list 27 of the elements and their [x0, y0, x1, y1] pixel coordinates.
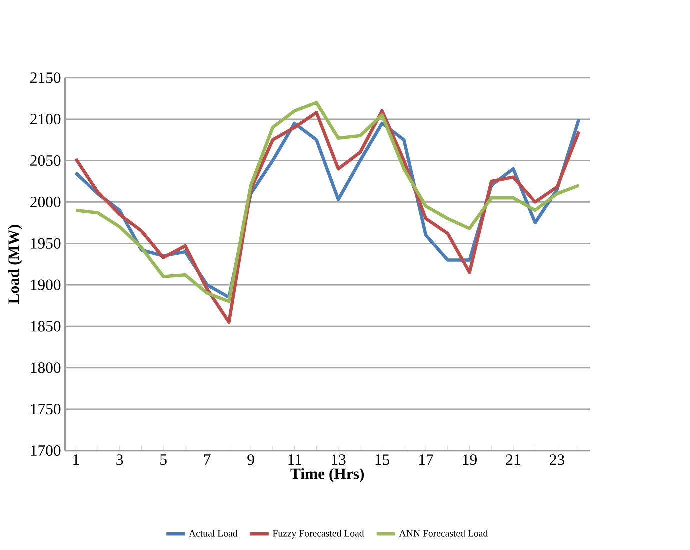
x-tick-label: 17 [420, 454, 434, 465]
x-tick-label: 3 [116, 454, 124, 466]
y-tick-label: 2000 [30, 196, 61, 208]
y-tick-label: 2150 [30, 72, 61, 84]
y-tick-label: 2100 [30, 114, 61, 125]
x-tick-label: 5 [160, 454, 167, 466]
y-tick-label: 2050 [30, 155, 61, 166]
legend-label: Actual Load [189, 530, 238, 537]
y-tick-label: 1850 [31, 321, 61, 332]
x-tick-label: 13 [332, 454, 346, 466]
x-tick-label: 7 [204, 454, 211, 465]
x-tick-label: 23 [550, 454, 564, 466]
legend-label: ANN Forecasted Load [399, 530, 488, 537]
x-tick-label: 15 [376, 454, 390, 466]
y-tick-label: 1900 [31, 280, 61, 290]
x-tick-label: 11 [288, 454, 302, 465]
x-tick-label: 19 [463, 454, 477, 466]
x-axis-title: Time (Hrs) [290, 468, 364, 483]
y-axis-title: Load (MW) [8, 225, 22, 304]
x-tick-label: 1 [74, 454, 80, 465]
y-tick-label: 1700 [31, 445, 61, 456]
x-tick-label: 9 [248, 454, 254, 466]
y-tick-label: 1950 [31, 238, 61, 249]
y-tick-label: 1800 [31, 362, 61, 374]
legend-label: Fuzzy Forecasted Load [273, 530, 364, 539]
x-tick-label: 21 [506, 454, 520, 465]
y-tick-label: 1750 [31, 404, 61, 415]
